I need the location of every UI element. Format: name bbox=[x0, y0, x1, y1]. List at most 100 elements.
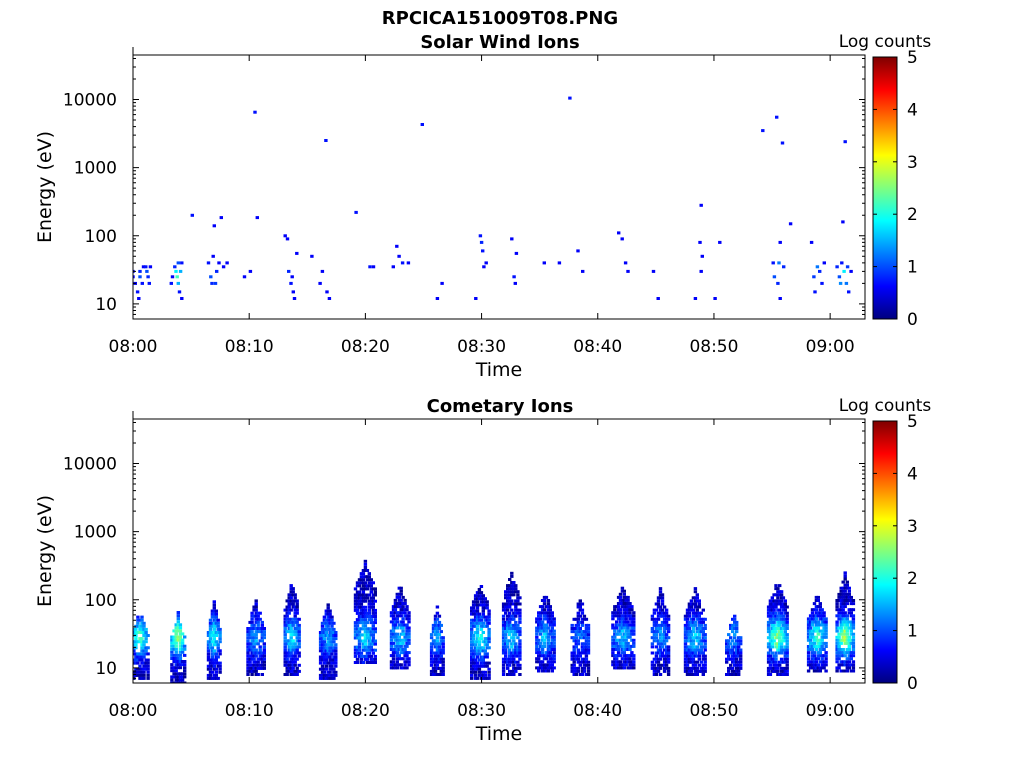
heatmap-cell bbox=[544, 632, 549, 636]
heatmap-cell bbox=[397, 595, 401, 599]
heatmap-cell bbox=[816, 620, 820, 624]
heatmap-cell bbox=[441, 666, 445, 670]
heatmap-cell bbox=[144, 667, 148, 671]
heatmap-cell bbox=[660, 620, 665, 624]
heatmap-cell bbox=[501, 630, 506, 634]
heatmap-cell bbox=[812, 645, 817, 648]
heatmap-cell bbox=[695, 639, 699, 643]
heatmap-cell bbox=[656, 614, 661, 618]
heatmap-cell bbox=[772, 669, 776, 673]
heatmap-cell bbox=[470, 609, 474, 613]
heatmap-cell bbox=[695, 673, 699, 676]
heatmap-cell bbox=[822, 261, 826, 265]
heatmap-cell bbox=[772, 605, 776, 609]
heatmap-cell bbox=[508, 657, 512, 661]
heatmap-cell bbox=[514, 630, 518, 634]
heatmap-cell bbox=[475, 652, 480, 656]
heatmap-cell bbox=[359, 602, 364, 606]
heatmap-cell bbox=[475, 618, 480, 622]
heatmap-cell bbox=[572, 617, 576, 621]
heatmap-cell bbox=[552, 648, 556, 651]
heatmap-cell bbox=[475, 640, 480, 644]
heatmap-cell bbox=[395, 641, 399, 645]
heatmap-cell bbox=[138, 631, 142, 634]
heatmap-cell bbox=[683, 614, 688, 618]
heatmap-cell bbox=[622, 589, 626, 593]
heatmap-cell bbox=[582, 636, 587, 640]
heatmap-cell bbox=[548, 666, 552, 670]
heatmap-cell bbox=[136, 673, 140, 677]
heatmap-cell bbox=[407, 626, 411, 630]
heatmap-cell bbox=[405, 641, 409, 645]
heatmap-cell bbox=[779, 614, 784, 618]
heatmap-cell bbox=[142, 652, 146, 656]
heatmap-cell bbox=[291, 290, 295, 294]
heatmap-cell bbox=[537, 629, 541, 633]
heatmap-cell bbox=[542, 645, 547, 648]
heatmap-cell bbox=[433, 673, 438, 676]
heatmap-cell bbox=[810, 620, 815, 624]
heatmap-cell bbox=[144, 627, 148, 631]
heatmap-cell bbox=[373, 611, 377, 615]
heatmap-cell bbox=[252, 608, 256, 612]
heatmap-cell bbox=[697, 617, 701, 621]
heatmap-cell bbox=[580, 608, 585, 612]
heatmap-cell bbox=[246, 627, 250, 630]
heatmap-cell bbox=[766, 645, 771, 649]
heatmap-cell bbox=[613, 648, 617, 651]
heatmap-cell bbox=[293, 633, 297, 637]
heatmap-cell bbox=[849, 626, 853, 630]
heatmap-cell bbox=[208, 627, 213, 631]
heatmap-cell bbox=[697, 651, 701, 655]
heatmap-cell bbox=[586, 633, 591, 637]
heatmap-cell bbox=[772, 599, 776, 603]
heatmap-cell bbox=[516, 599, 520, 603]
heatmap-cell bbox=[779, 599, 784, 603]
heatmap-cell bbox=[501, 673, 506, 676]
heatmap-cell bbox=[687, 605, 692, 609]
heatmap-cell bbox=[501, 660, 506, 664]
heatmap-cell bbox=[210, 649, 215, 653]
heatmap-cell bbox=[818, 614, 822, 618]
heatmap-cell bbox=[297, 651, 301, 655]
x-axis-label-cometary: Time bbox=[475, 723, 523, 745]
heatmap-cell bbox=[584, 673, 589, 676]
heatmap-cell bbox=[689, 605, 694, 609]
heatmap-cell bbox=[295, 623, 299, 627]
heatmap-cell bbox=[776, 633, 780, 637]
heatmap-cell bbox=[849, 611, 853, 615]
heatmap-cell bbox=[437, 648, 442, 652]
heatmap-cell bbox=[365, 627, 370, 631]
heatmap-cell bbox=[399, 589, 403, 593]
heatmap-cell bbox=[535, 632, 539, 636]
heatmap-cell bbox=[835, 638, 839, 642]
heatmap-cell bbox=[373, 593, 377, 597]
heatmap-cell bbox=[289, 587, 293, 591]
heatmap-cell bbox=[437, 620, 442, 624]
heatmap-cell bbox=[518, 648, 522, 652]
heatmap-cell bbox=[504, 620, 508, 624]
heatmap-cell bbox=[353, 599, 358, 603]
heatmap-cell bbox=[367, 618, 371, 622]
heatmap-cell bbox=[433, 642, 438, 646]
heatmap-cell bbox=[618, 595, 623, 599]
heatmap-cell bbox=[291, 645, 295, 649]
heatmap-cell bbox=[318, 281, 322, 285]
heatmap-cell bbox=[774, 611, 778, 615]
heatmap-cell bbox=[687, 651, 692, 655]
heatmap-cell bbox=[576, 648, 580, 652]
heatmap-cell bbox=[369, 642, 373, 646]
heatmap-cell bbox=[576, 666, 580, 670]
heatmap-cell bbox=[328, 667, 332, 671]
heatmap-cell bbox=[693, 596, 698, 600]
heatmap-cell bbox=[248, 645, 252, 649]
heatmap-cell bbox=[808, 617, 813, 621]
heatmap-cell bbox=[283, 639, 287, 643]
heatmap-cell bbox=[142, 631, 146, 634]
heatmap-cell bbox=[683, 666, 688, 670]
heatmap-cell bbox=[618, 654, 623, 658]
heatmap-cell bbox=[371, 265, 376, 269]
heatmap-cell bbox=[357, 648, 362, 652]
heatmap-cell bbox=[212, 624, 216, 628]
heatmap-cell bbox=[357, 578, 362, 582]
